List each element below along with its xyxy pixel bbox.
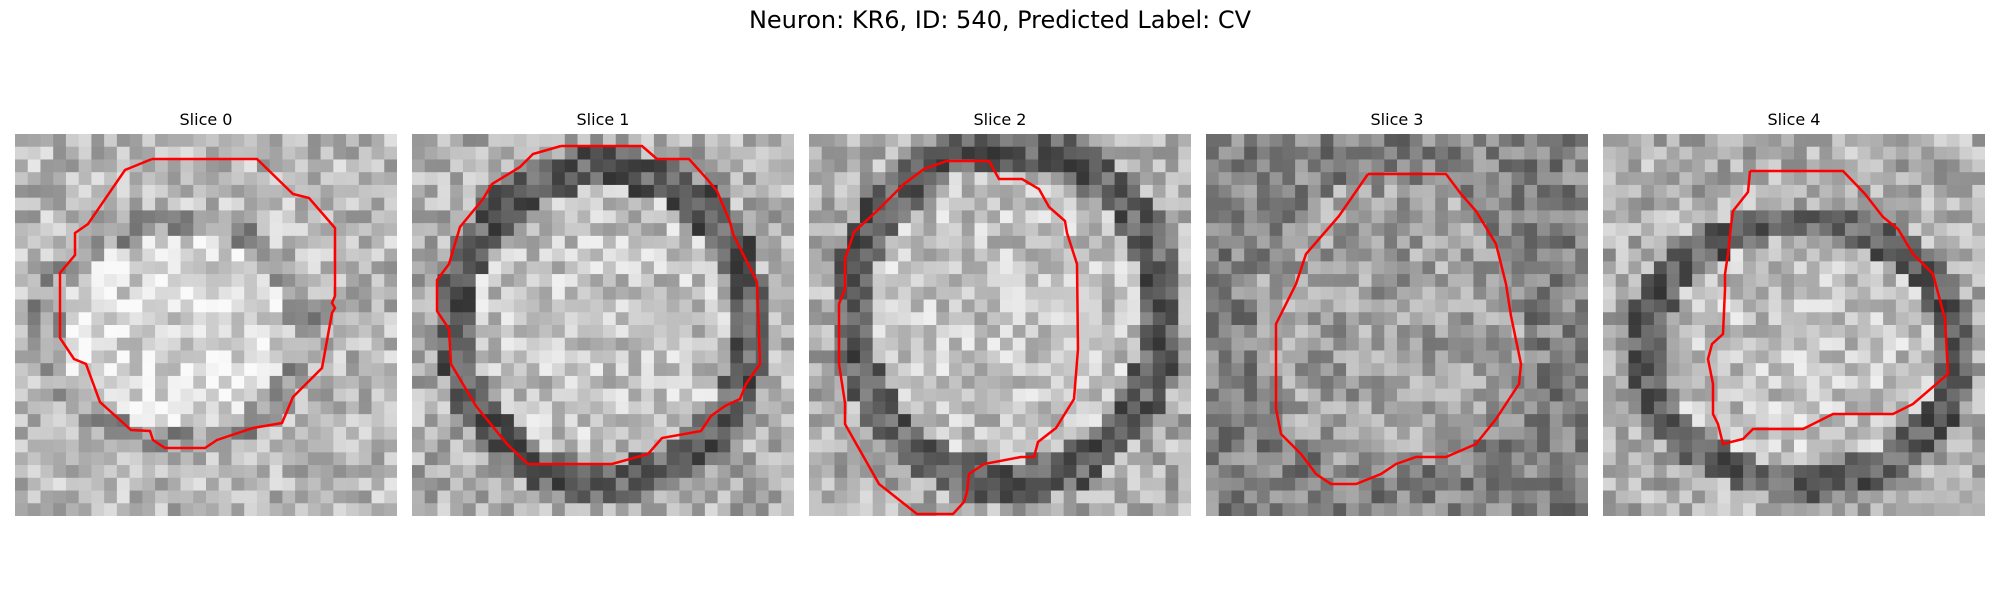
slice-2-contour <box>837 159 1080 516</box>
slice-1-title: Slice 1 <box>576 110 630 129</box>
slice-2-title: Slice 2 <box>973 110 1027 129</box>
slice-2-image <box>809 134 1191 516</box>
slice-1-contour <box>435 144 762 466</box>
slice-0-image <box>15 134 397 516</box>
figure-title: Neuron: KR6, ID: 540, Predicted Label: C… <box>748 6 1252 34</box>
slice-4-image <box>1603 134 1985 516</box>
slice-4-title: Slice 4 <box>1767 110 1821 129</box>
slice-4-contour <box>1706 169 1950 446</box>
slice-3-title: Slice 3 <box>1370 110 1424 129</box>
slice-3-image <box>1206 134 1588 516</box>
slice-1-image <box>412 134 794 516</box>
slice-0-contour <box>58 157 337 450</box>
slice-3-contour <box>1274 172 1523 486</box>
slice-0-title: Slice 0 <box>179 110 233 129</box>
